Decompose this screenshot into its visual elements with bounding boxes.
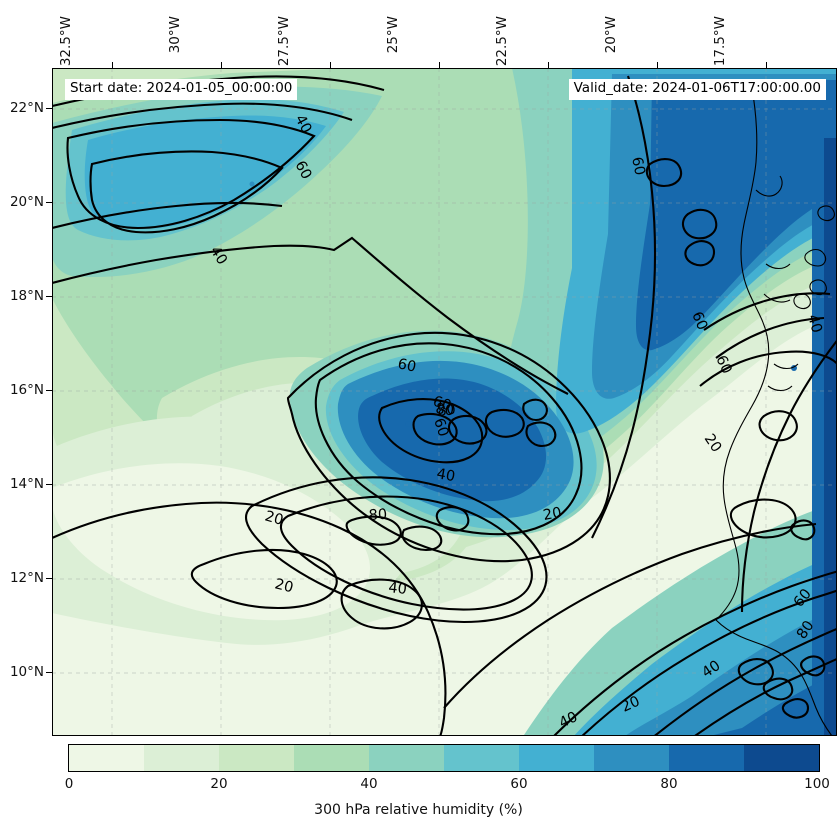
- colorbar[interactable]: [68, 744, 820, 772]
- map-axes[interactable]: 40 60 40 60 80 60 80 60 40 20 80: [52, 68, 837, 736]
- svg-text:80: 80: [368, 507, 388, 524]
- xtick-mark-2: [330, 62, 332, 69]
- colorbar-tick-4: 80: [660, 776, 678, 792]
- colorbar-tick-2: 40: [360, 776, 378, 792]
- svg-text:40: 40: [291, 112, 314, 136]
- xtick-label-1: 30°W: [167, 16, 183, 54]
- ytick-mark-6: [46, 672, 53, 674]
- colorbar-band-3: [294, 745, 369, 771]
- xtick-label-2: 27.5°W: [276, 16, 292, 67]
- xtick-mark-0: [112, 62, 114, 69]
- ytick-label-6: 10°N: [9, 664, 44, 680]
- colorbar-band-2: [219, 745, 294, 771]
- xtick-label-3: 25°W: [385, 16, 401, 54]
- colorbar-band-5: [444, 745, 519, 771]
- colorbar-band-8: [669, 745, 744, 771]
- svg-text:60: 60: [431, 394, 453, 415]
- xtick-mark-3: [439, 62, 441, 69]
- xtick-mark-4: [548, 62, 550, 69]
- ytick-mark-4: [46, 484, 53, 486]
- colorbar-tick-5: 100: [804, 776, 830, 792]
- colorbar-tick-3: 60: [510, 776, 528, 792]
- svg-text:40: 40: [388, 580, 408, 598]
- colorbar-band-4: [369, 745, 444, 771]
- svg-text:40: 40: [557, 709, 581, 731]
- svg-text:60: 60: [396, 356, 417, 375]
- ytick-mark-5: [46, 578, 53, 580]
- ytick-mark-0: [46, 108, 53, 110]
- colorbar-band-9: [744, 745, 819, 771]
- svg-text:20: 20: [619, 694, 642, 716]
- ytick-label-2: 18°N: [9, 288, 44, 304]
- xtick-label-6: 17.5°W: [712, 16, 728, 67]
- start-date-annotation: Start date: 2024-01-05_00:00:00: [65, 79, 298, 100]
- ytick-mark-1: [46, 202, 53, 204]
- colorbar-tick-1: 20: [210, 776, 228, 792]
- xtick-label-0: 32.5°W: [58, 16, 74, 67]
- svg-text:60: 60: [291, 158, 314, 182]
- svg-text:80: 80: [434, 401, 455, 419]
- svg-text:20: 20: [542, 505, 563, 524]
- colorbar-band-6: [519, 745, 594, 771]
- svg-text:60: 60: [430, 416, 451, 438]
- colorbar-band-7: [594, 745, 669, 771]
- humidity-contour-map: 40 60 40 60 80 60 80 60 40 20 80: [53, 69, 836, 735]
- svg-text:60: 60: [628, 156, 647, 177]
- svg-text:60: 60: [712, 353, 734, 376]
- xtick-label-4: 22.5°W: [494, 16, 510, 67]
- colorbar-band-1: [144, 745, 219, 771]
- xtick-label-5: 20°W: [603, 16, 619, 54]
- map-gridlines: [53, 69, 836, 735]
- svg-text:20: 20: [273, 576, 295, 596]
- svg-text:40: 40: [804, 313, 824, 335]
- ytick-mark-2: [46, 296, 53, 298]
- ytick-label-3: 16°N: [9, 382, 44, 398]
- ytick-mark-3: [46, 390, 53, 392]
- colorbar-tick-0: 0: [64, 776, 74, 792]
- ytick-label-4: 14°N: [9, 476, 44, 492]
- svg-text:60: 60: [688, 310, 710, 333]
- xtick-mark-1: [221, 62, 223, 69]
- ytick-label-1: 20°N: [9, 194, 44, 210]
- ytick-label-0: 22°N: [9, 100, 44, 116]
- colorbar-label: 300 hPa relative humidity (%): [314, 802, 523, 818]
- xtick-mark-6: [766, 62, 768, 69]
- coastline: [715, 87, 835, 735]
- svg-text:20: 20: [263, 508, 285, 528]
- svg-text:40: 40: [435, 466, 456, 485]
- svg-text:80: 80: [436, 402, 457, 420]
- colorbar-band-0: [69, 745, 144, 771]
- valid-date-annotation: Valid_date: 2024-01-06T17:00:00.00: [568, 79, 826, 100]
- xtick-mark-5: [657, 62, 659, 69]
- ytick-label-5: 12°N: [9, 570, 44, 586]
